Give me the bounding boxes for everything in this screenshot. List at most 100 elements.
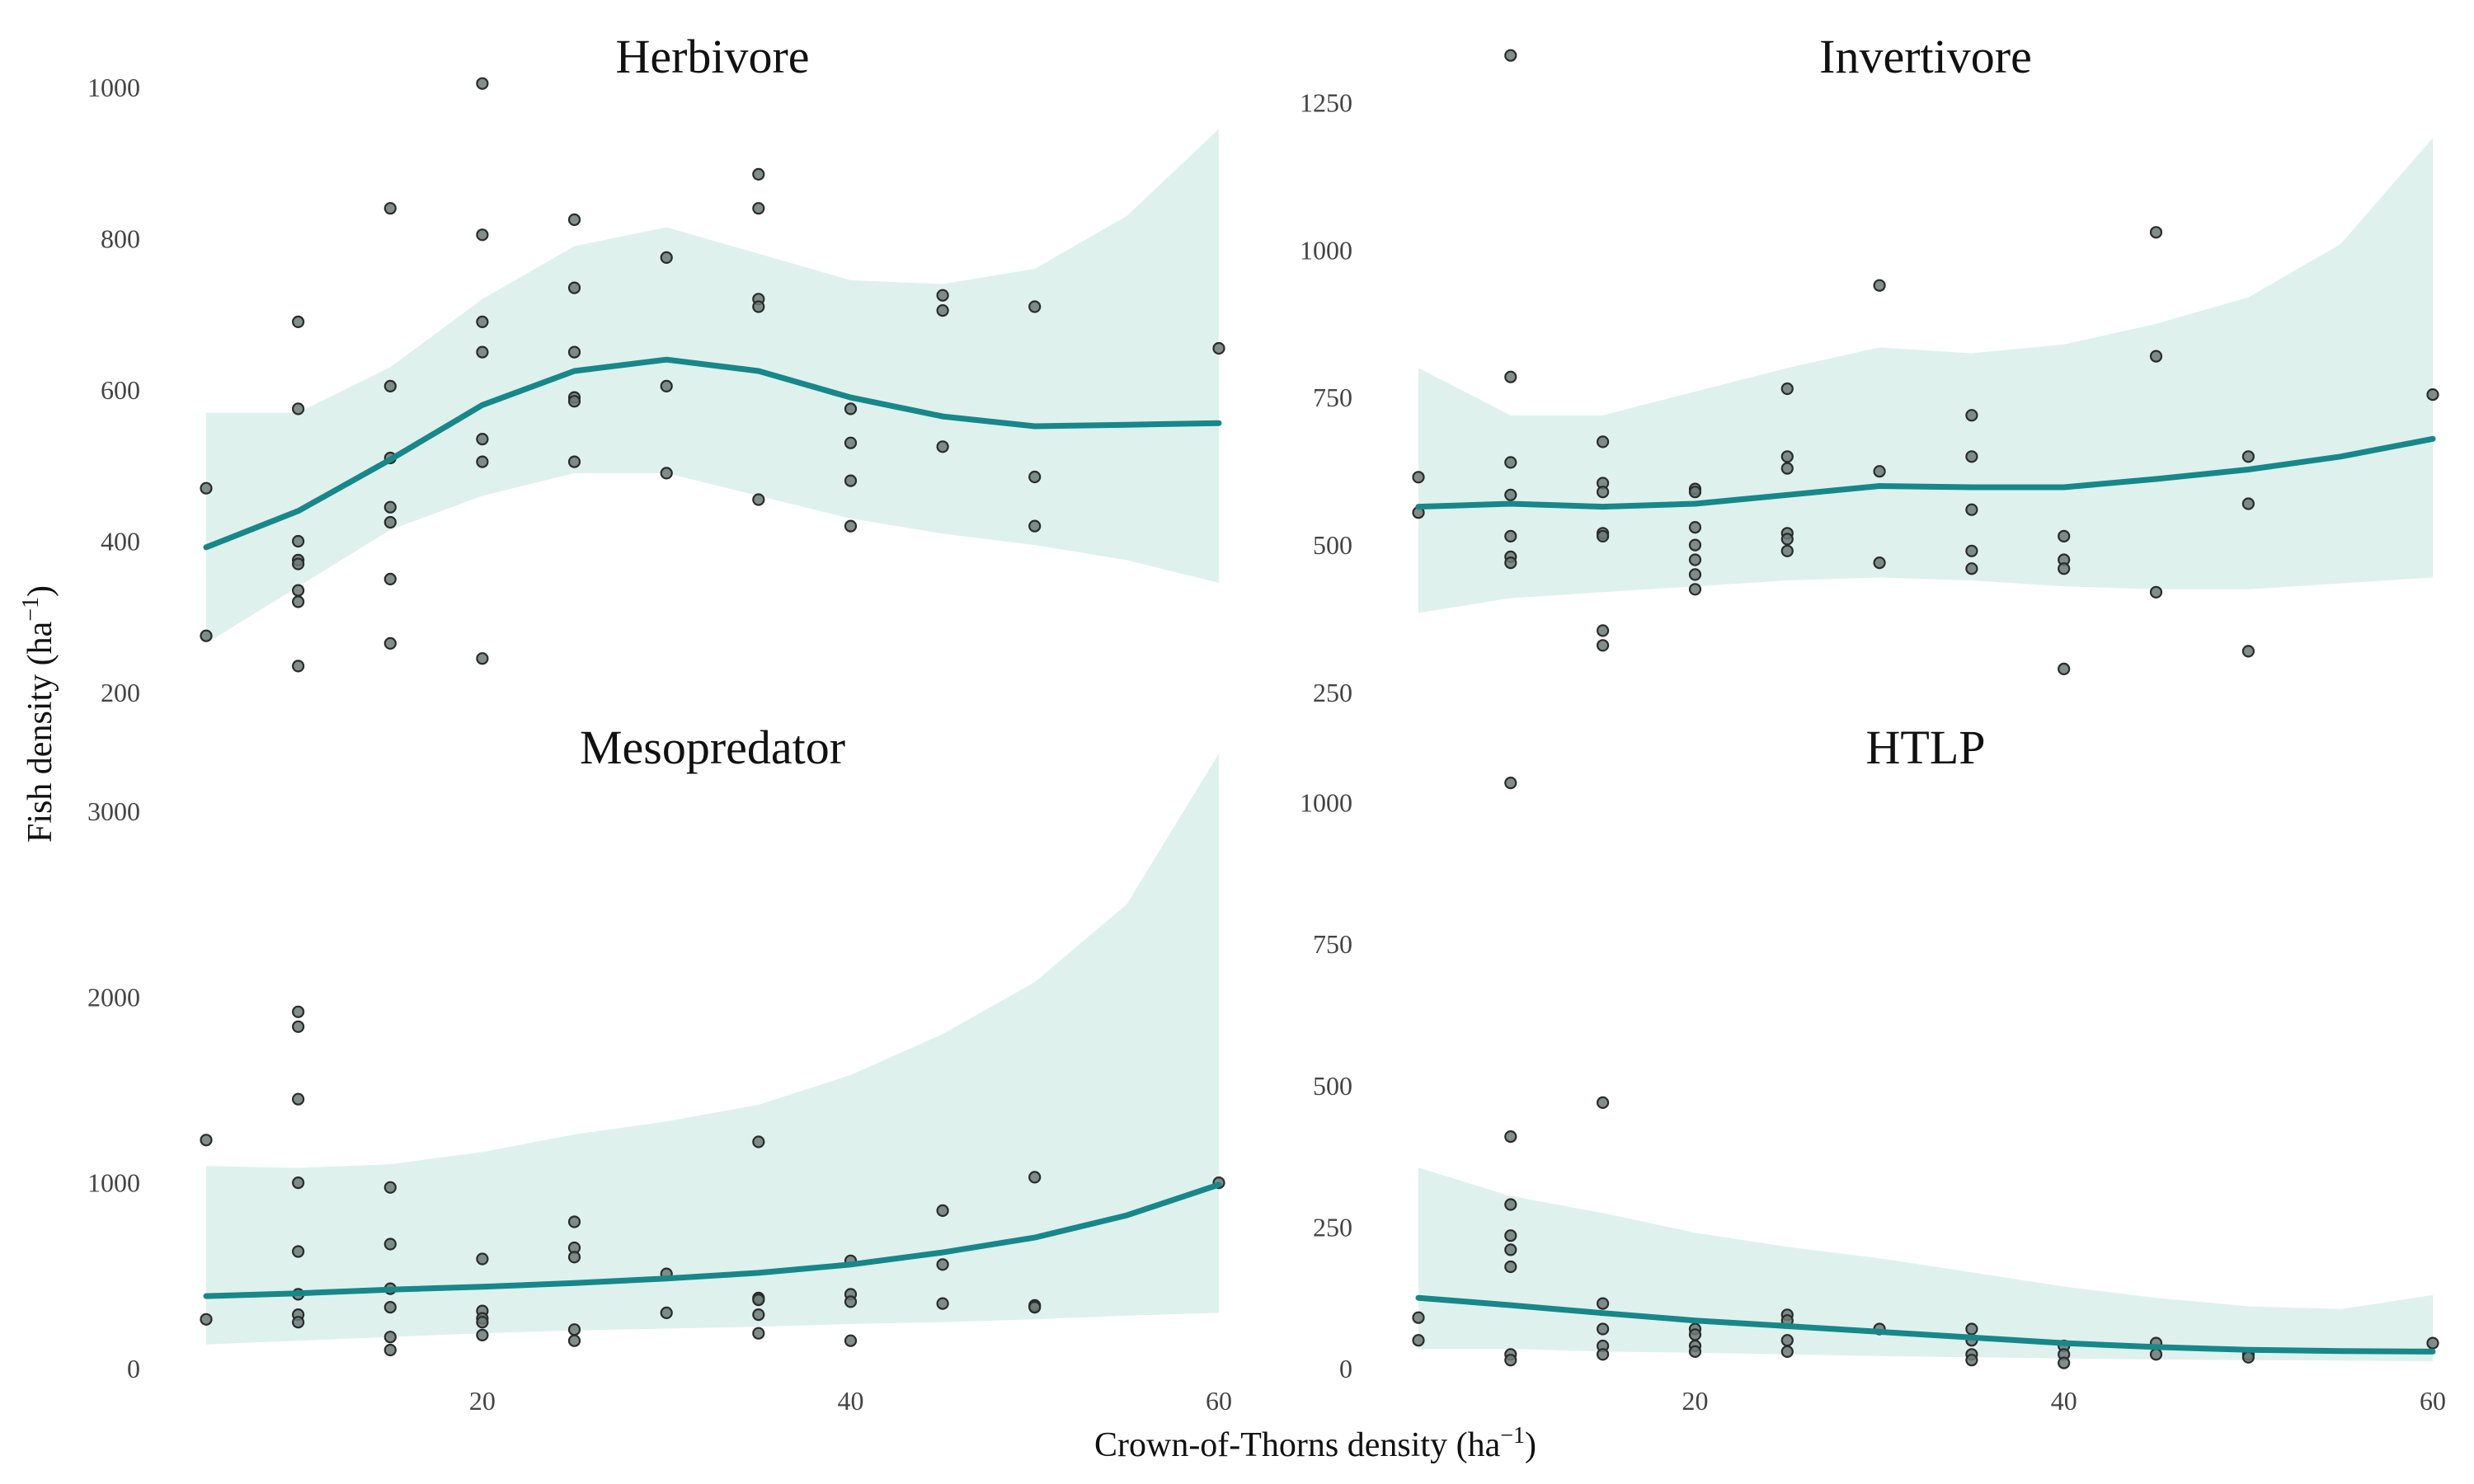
data-point	[1688, 568, 1702, 581]
data-point	[1504, 49, 1517, 62]
data-point	[1596, 529, 1610, 543]
panel-title: Herbivore	[615, 30, 809, 83]
data-point	[1688, 1328, 1702, 1341]
data-point	[1504, 370, 1517, 383]
x-tick-label: 20	[1681, 1386, 1708, 1416]
data-point	[2058, 1356, 2071, 1369]
data-point	[2241, 1350, 2255, 1364]
data-point	[1596, 639, 1610, 652]
data-point	[1596, 624, 1610, 637]
y-tick-label: 2000	[87, 982, 140, 1012]
data-point	[1780, 1334, 1794, 1347]
fit-line	[1415, 435, 2436, 510]
data-point	[844, 1334, 858, 1347]
data-point	[2241, 497, 2255, 510]
data-point	[200, 629, 213, 642]
data-point	[1504, 488, 1517, 501]
data-point	[292, 534, 305, 548]
data-point	[567, 1251, 581, 1264]
data-point	[1504, 1129, 1517, 1144]
data-point	[2058, 529, 2071, 543]
y-tick-label: 250	[1313, 678, 1352, 707]
data-point	[1412, 1311, 1425, 1324]
data-point	[752, 202, 765, 215]
panel-title: Mesopredator	[580, 721, 845, 774]
data-point	[752, 1135, 765, 1148]
data-point	[1028, 519, 1042, 533]
data-point	[292, 1020, 305, 1033]
data-point	[844, 519, 858, 533]
data-point	[1780, 544, 1794, 557]
data-point	[1504, 529, 1517, 543]
y-tick-label: 0	[1339, 1354, 1352, 1383]
data-point	[1028, 1300, 1042, 1314]
y-tick-label: 200	[101, 678, 140, 707]
data-point	[1504, 456, 1517, 469]
data-point	[1596, 435, 1610, 448]
y-tick-label: 1000	[87, 73, 140, 102]
y-tick-label: 1000	[87, 1168, 140, 1198]
y-tick-label: 3000	[87, 796, 140, 826]
data-point	[476, 77, 489, 90]
data-point	[1028, 1171, 1042, 1184]
panel-mesopredator: Mesopredator 0 1000 2000 3000 20 40 60	[87, 721, 1232, 1416]
data-point	[292, 557, 305, 571]
data-point	[383, 1300, 397, 1314]
data-point	[383, 1181, 397, 1194]
chart-panels: Herbivore2004006008001000Invertivore2505…	[87, 30, 2446, 1416]
data-point	[1873, 279, 1886, 292]
data-point	[476, 432, 489, 446]
data-point	[383, 572, 397, 586]
data-point	[567, 281, 581, 294]
data-point	[1688, 553, 1702, 566]
x-tick-label: 60	[1206, 1386, 1232, 1416]
panel-invertivore: Invertivore 250 500 750 1000 1250	[1300, 30, 2439, 707]
y-tick-label: 1000	[1300, 235, 1352, 265]
data-point	[567, 345, 581, 359]
data-point	[292, 1316, 305, 1329]
data-point	[476, 315, 489, 328]
x-axis-title: Crown-of-Thorns density (ha−1)	[1094, 1423, 1536, 1464]
data-point	[936, 1204, 949, 1218]
data-point	[567, 213, 581, 227]
data-point	[1596, 1322, 1610, 1336]
data-point	[936, 304, 949, 317]
data-point	[292, 1092, 305, 1106]
x-tick-label: 40	[2051, 1386, 2077, 1416]
data-point	[383, 379, 397, 392]
data-point	[383, 1331, 397, 1344]
data-point	[1688, 538, 1702, 552]
data-point	[292, 1245, 305, 1258]
y-tick-label: 1250	[1300, 87, 1352, 117]
y-axis-title: Fish density (ha−1)	[18, 585, 59, 843]
data-point	[752, 167, 765, 181]
data-point	[1780, 533, 1794, 546]
data-point	[1504, 776, 1517, 790]
fit-line	[203, 356, 1222, 551]
data-point	[1504, 1260, 1517, 1274]
data-point	[1965, 544, 1978, 557]
data-point	[660, 379, 673, 392]
data-point	[567, 1215, 581, 1228]
data-point	[660, 1306, 673, 1320]
data-point	[752, 300, 765, 313]
data-point	[292, 660, 305, 673]
data-point	[1873, 465, 1886, 478]
data-point	[936, 1258, 949, 1271]
y-tick-label: 800	[101, 223, 140, 253]
data-point	[383, 202, 397, 215]
data-point	[2241, 645, 2255, 658]
data-point	[200, 481, 213, 495]
confidence-ribbon	[1418, 138, 2433, 613]
data-point	[1873, 556, 1886, 570]
data-point	[2149, 350, 2163, 363]
data-point	[1504, 1229, 1517, 1242]
panel-title: Invertivore	[1819, 30, 2032, 83]
data-point	[567, 1323, 581, 1336]
data-point	[292, 1176, 305, 1190]
data-point	[383, 1237, 397, 1251]
data-point	[752, 1308, 765, 1322]
data-point	[1688, 520, 1702, 534]
x-tick-label: 40	[837, 1386, 863, 1416]
confidence-ribbon	[206, 129, 1219, 644]
